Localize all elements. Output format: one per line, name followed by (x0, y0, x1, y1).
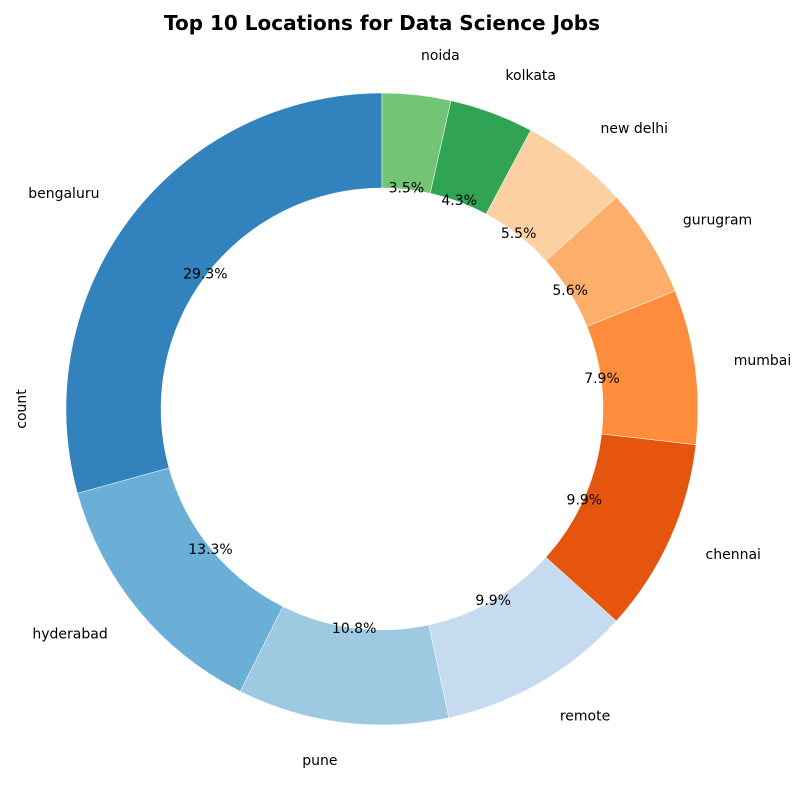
slice-label-pune: pune (302, 753, 337, 769)
slice-label-bengaluru: bengaluru (28, 186, 99, 202)
percent-label-chennai: 9.9% (567, 492, 603, 508)
slice-label-kolkata: kolkata (505, 68, 556, 84)
chart-title: Top 10 Locations for Data Science Jobs (164, 11, 600, 35)
percent-label-noida: 3.5% (389, 180, 425, 196)
y-axis-label: count (14, 389, 30, 429)
slice-label-hyderabad: hyderabad (32, 626, 107, 642)
percent-label-new-delhi: 5.5% (501, 226, 537, 242)
slices-group (65, 92, 699, 726)
slice-label-remote: remote (560, 708, 610, 724)
slice-label-noida: noida (421, 48, 460, 64)
slice-label-mumbai: mumbai (734, 353, 792, 369)
percent-label-hyderabad: 13.3% (188, 542, 232, 558)
slice-bengaluru (65, 92, 383, 494)
slice-label-chennai: chennai (706, 547, 761, 563)
slice-label-gurugram: gurugram (683, 213, 752, 229)
slice-noida (381, 92, 452, 194)
percent-label-gurugram: 5.6% (552, 283, 588, 299)
percent-label-pune: 10.8% (332, 621, 376, 637)
percent-label-bengaluru: 29.3% (183, 267, 227, 283)
percent-label-mumbai: 7.9% (584, 371, 620, 387)
slice-hyderabad (77, 467, 284, 692)
percent-label-remote: 9.9% (475, 593, 511, 609)
percent-label-kolkata: 4.3% (441, 193, 477, 209)
percent-labels-group: 29.3% 13.3% 10.8% 9.9% 9.9% 7.9% 5.6% 5.5% 4.3% 3… (183, 180, 620, 637)
slice-label-new-delhi: new delhi (600, 121, 668, 137)
slice-labels-group: bengaluru hyderabad pune remote chennai mumba… (28, 48, 791, 769)
